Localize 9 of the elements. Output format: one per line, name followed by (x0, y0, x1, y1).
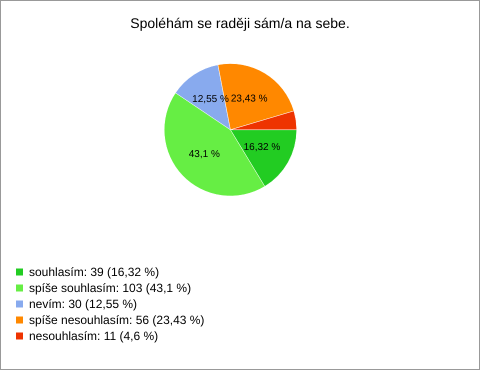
data-label: 43,1 % (188, 149, 220, 160)
legend-label: spíše souhlasím: 103 (43,1 %) (29, 281, 192, 295)
chart-title: Spoléhám se raději sám/a na sebe. (130, 15, 350, 31)
data-label: 16,32 % (244, 142, 280, 154)
legend-label: spíše nesouhlasím: 56 (23,43 %) (29, 313, 204, 327)
legend-label: nesouhlasím: 11 (4,6 %) (29, 329, 158, 343)
legend-label: nevím: 30 (12,55 %) (29, 297, 138, 311)
data-label: 23,43 % (230, 93, 268, 104)
legend-label: souhlasím: 39 (16,32 %) (29, 265, 160, 279)
